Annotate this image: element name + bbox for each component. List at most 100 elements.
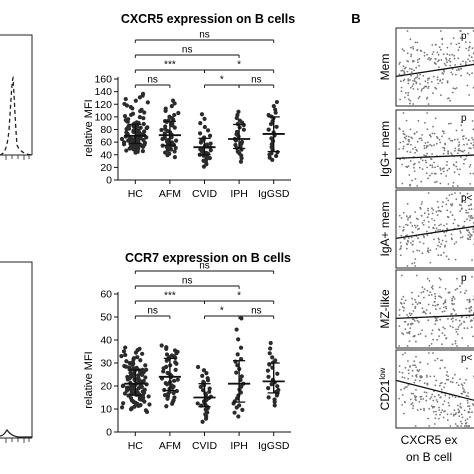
subpanel-point bbox=[454, 288, 457, 291]
subpanel-point bbox=[451, 320, 454, 323]
subpanel-point bbox=[413, 162, 416, 165]
subpanel-point bbox=[467, 139, 470, 141]
subpanel-point bbox=[457, 49, 460, 51]
subpanel-point bbox=[409, 215, 412, 217]
data-point bbox=[267, 155, 272, 160]
subpanel-point bbox=[455, 87, 458, 89]
data-point bbox=[142, 110, 147, 115]
subpanel-point bbox=[426, 234, 429, 237]
subpanel-point bbox=[417, 97, 420, 100]
subpanel-point bbox=[425, 146, 428, 149]
subpanel-point bbox=[406, 314, 408, 316]
data-point bbox=[121, 349, 127, 354]
subpanel-point bbox=[423, 147, 426, 150]
subpanel-point bbox=[404, 386, 407, 389]
y-tick-label: 60 bbox=[100, 137, 112, 149]
subpanel-point bbox=[446, 81, 449, 84]
subpanel-label: IgG+ mem bbox=[378, 121, 392, 177]
subpanel-point bbox=[447, 199, 450, 202]
subpanel-point bbox=[453, 57, 456, 60]
subpanel-point bbox=[417, 237, 419, 240]
subpanel-point bbox=[409, 327, 412, 329]
subpanel-point bbox=[467, 425, 470, 427]
subpanel-point bbox=[399, 61, 401, 64]
subpanel-point bbox=[423, 212, 426, 215]
data-point bbox=[138, 125, 143, 130]
subpanel-point bbox=[425, 395, 428, 397]
subpanel-point bbox=[435, 379, 438, 382]
y-tick-label: 80 bbox=[100, 124, 112, 136]
subpanel-point bbox=[449, 57, 451, 60]
subpanel-point bbox=[416, 41, 419, 44]
subpanel-point bbox=[458, 46, 461, 49]
subpanel-point bbox=[431, 393, 434, 396]
subpanel-point bbox=[444, 394, 447, 397]
data-point bbox=[238, 345, 244, 350]
subpanel-point bbox=[433, 375, 436, 378]
subpanel-point bbox=[401, 371, 404, 374]
subpanel-point bbox=[466, 237, 469, 240]
subpanel-point bbox=[452, 87, 455, 90]
subpanel-point bbox=[456, 69, 458, 71]
subpanel-regression-line bbox=[395, 63, 474, 78]
subpanel-point bbox=[420, 291, 423, 294]
histogram-frame-top bbox=[0, 34, 33, 155]
data-point bbox=[199, 112, 205, 117]
subpanel-point bbox=[427, 417, 430, 420]
subpanel-point bbox=[424, 142, 427, 144]
subpanel-point bbox=[469, 216, 472, 219]
data-point bbox=[141, 121, 146, 127]
subpanel-point bbox=[460, 420, 462, 423]
subpanel-point bbox=[413, 335, 416, 338]
subpanel-point bbox=[463, 425, 466, 427]
subpanel-point bbox=[469, 164, 472, 166]
histogram-frame-bottom bbox=[0, 261, 33, 438]
subpanel-point bbox=[434, 230, 437, 232]
subpanel-point bbox=[438, 335, 440, 337]
subpanel-point bbox=[451, 139, 454, 142]
subpanel-point bbox=[437, 244, 439, 247]
subpanel-point bbox=[433, 144, 435, 147]
subpanel-point bbox=[401, 404, 404, 406]
subpanel-point bbox=[452, 185, 454, 187]
subpanel-point bbox=[437, 254, 440, 257]
data-point bbox=[240, 407, 245, 412]
subpanel-point bbox=[446, 169, 449, 172]
subpanel-point bbox=[466, 192, 469, 195]
subpanel-point bbox=[408, 98, 410, 101]
subpanel-point bbox=[470, 326, 473, 328]
subpanel-point bbox=[447, 152, 450, 155]
data-point bbox=[143, 363, 148, 368]
data-point bbox=[147, 402, 152, 407]
significance-label: ns bbox=[199, 30, 210, 41]
subpanel-point bbox=[436, 51, 439, 54]
data-point bbox=[235, 112, 240, 118]
subpanel-point bbox=[457, 149, 460, 152]
subpanel-point bbox=[438, 241, 441, 244]
subpanel-point bbox=[455, 198, 458, 201]
subpanel-point bbox=[460, 67, 463, 70]
data-point bbox=[234, 129, 240, 135]
subpanel-point bbox=[410, 392, 413, 395]
subpanel-point bbox=[423, 288, 426, 291]
panel-b-xlabel-line2: on B cell bbox=[406, 450, 452, 464]
subpanel-point bbox=[470, 215, 473, 217]
subpanel-point bbox=[463, 409, 466, 412]
subpanel-point bbox=[448, 54, 451, 56]
subpanel-point bbox=[438, 59, 440, 62]
subpanel-point bbox=[405, 165, 408, 168]
subpanel-point bbox=[420, 137, 422, 140]
subpanel-point bbox=[429, 143, 431, 146]
subpanel-point bbox=[404, 401, 406, 404]
histogram-ticks-top bbox=[5, 155, 30, 160]
histogram-curve-dashed bbox=[0, 75, 33, 156]
subpanel-point bbox=[398, 214, 401, 217]
subpanel-point bbox=[438, 409, 441, 411]
subpanel-point bbox=[433, 395, 436, 398]
subpanel-point bbox=[438, 406, 440, 409]
subpanel-point bbox=[422, 74, 425, 77]
subpanel-point bbox=[467, 58, 469, 61]
data-point bbox=[200, 373, 205, 378]
significance-label: ns bbox=[147, 306, 158, 317]
subpanel-point bbox=[437, 209, 440, 212]
